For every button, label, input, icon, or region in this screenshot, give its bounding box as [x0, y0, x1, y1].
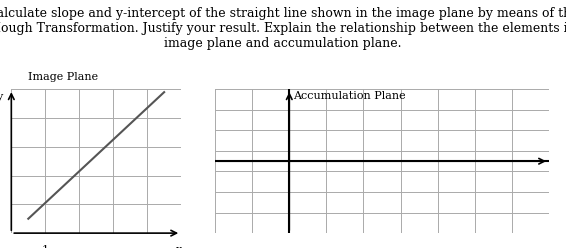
- Text: Image Plane: Image Plane: [28, 72, 98, 82]
- Text: Accumulation Plane: Accumulation Plane: [293, 91, 406, 101]
- Text: 1: 1: [42, 245, 49, 248]
- Text: x: x: [176, 245, 183, 248]
- Text: y: y: [0, 92, 3, 102]
- Text: Calculate slope and y-intercept of the straight line shown in the image plane by: Calculate slope and y-intercept of the s…: [0, 7, 566, 50]
